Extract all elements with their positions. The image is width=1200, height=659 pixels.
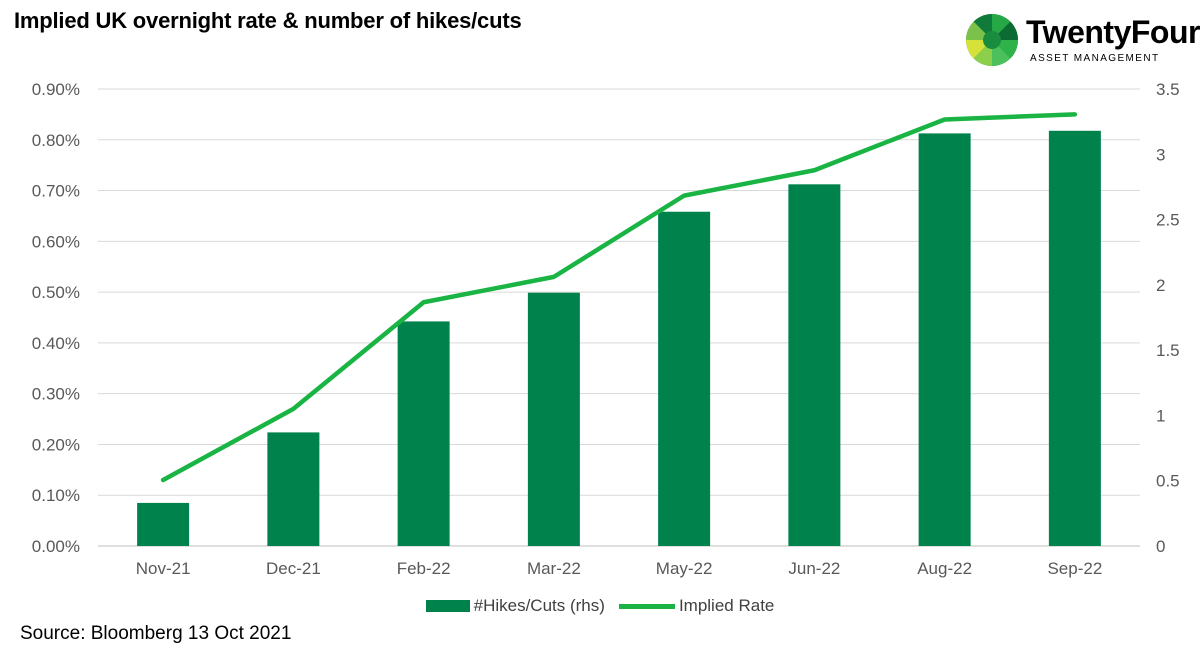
bar-aug-22 <box>918 133 971 546</box>
legend-item-bars: #Hikes/Cuts (rhs) <box>425 596 605 616</box>
y-left-tick-label: 0.30% <box>32 385 80 404</box>
x-tick-label: Aug-22 <box>917 559 972 578</box>
legend-item-line: Implied Rate <box>605 596 774 616</box>
bar-mar-22 <box>527 292 580 546</box>
line-series <box>160 112 1078 483</box>
legend-label-line: Implied Rate <box>678 596 775 615</box>
bar-nov-21 <box>137 502 190 546</box>
implied-rate-line <box>160 112 1078 483</box>
y-right-tick-label: 0 <box>1156 537 1165 556</box>
x-tick-label: Nov-21 <box>136 559 191 578</box>
logo-wordmark: TwentyFour <box>1026 14 1200 50</box>
y-left-tick-label: 0.20% <box>32 435 80 454</box>
y-right-tick-label: 2 <box>1156 276 1165 295</box>
bar-dec-21 <box>267 432 320 546</box>
legend-swatch-bar <box>425 600 470 612</box>
x-tick-label: Jun-22 <box>788 559 840 578</box>
chart-title: Implied UK overnight rate & number of hi… <box>14 8 522 33</box>
legend-label-bars: #Hikes/Cuts (rhs) <box>473 596 605 615</box>
y-axis-right-labels: 0 0.5 1 1.5 2 2.5 3 3.5 <box>1156 80 1180 556</box>
y-right-tick-label: 2.5 <box>1156 211 1180 230</box>
y-axis-left-labels: 0.00% 0.10% 0.20% 0.30% 0.40% 0.50% 0.60% 0.70%… <box>32 80 80 556</box>
y-right-tick-label: 0.5 <box>1156 472 1180 491</box>
x-tick-label: Mar-22 <box>527 559 581 578</box>
x-tick-label: Dec-21 <box>266 559 321 578</box>
logo: TwentyFour ASSET MANAGEMENT <box>964 12 1200 68</box>
bar-sep-22 <box>1048 130 1101 547</box>
gridlines <box>98 88 1140 547</box>
legend: #Hikes/Cuts (rhs) Implied Rate <box>0 596 1200 616</box>
y-left-tick-label: 0.80% <box>32 131 80 150</box>
y-right-tick-label: 3 <box>1156 145 1165 164</box>
y-left-tick-label: 0.10% <box>32 486 80 505</box>
y-right-tick-label: 1.5 <box>1156 341 1180 360</box>
bar-may-22 <box>658 211 711 547</box>
y-left-tick-label: 0.70% <box>32 182 80 201</box>
y-right-tick-label: 1 <box>1156 406 1165 425</box>
x-tick-label: May-22 <box>656 559 713 578</box>
y-left-tick-label: 0.50% <box>32 283 80 302</box>
logo-mark-icon <box>966 14 1018 66</box>
bar-jun-22 <box>788 184 841 546</box>
legend-swatch-line <box>618 603 675 609</box>
y-left-tick-label: 0.40% <box>32 334 80 353</box>
y-left-tick-label: 0.90% <box>32 80 80 99</box>
x-tick-label: Feb-22 <box>397 559 451 578</box>
x-axis-labels: Nov-21 Dec-21 Feb-22 Mar-22 May-22 Jun-22 Aug-… <box>136 559 1103 578</box>
y-left-tick-label: 0.60% <box>32 232 80 251</box>
y-left-tick-label: 0.00% <box>32 537 80 556</box>
x-tick-label: Sep-22 <box>1047 559 1102 578</box>
bar-series <box>137 130 1101 547</box>
source-note: Source: Bloomberg 13 Oct 2021 <box>20 623 292 644</box>
bar-feb-22 <box>397 321 450 546</box>
logo-subtitle: ASSET MANAGEMENT <box>1030 53 1160 64</box>
combo-chart: Nov-21 Dec-21 Feb-22 Mar-22 May-22 Jun-22 Aug-… <box>32 80 1180 578</box>
y-right-tick-label: 3.5 <box>1156 80 1180 99</box>
